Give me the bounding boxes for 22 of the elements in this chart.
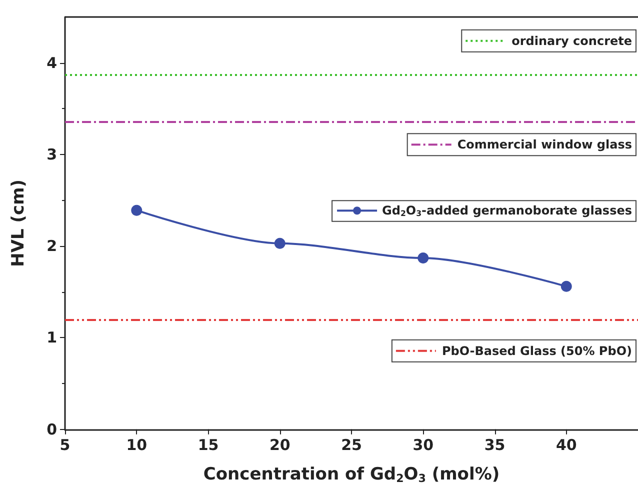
x-tick-label: 30 <box>412 436 434 454</box>
point <box>131 204 142 216</box>
y-tick-label: 3 <box>46 145 57 164</box>
x-tick-label: 5 <box>60 436 70 454</box>
x-tick-label: 35 <box>484 436 506 454</box>
x-axis-title: Concentration of Gd2O3 (mol%) <box>203 464 500 485</box>
legend-label: Commercial window glass <box>457 138 632 152</box>
y-tick-label: 1 <box>46 328 57 347</box>
point <box>418 252 429 264</box>
point <box>560 280 572 292</box>
x-tick-label: 20 <box>269 436 290 454</box>
y-axis-title: HVL (cm) <box>8 179 28 267</box>
x-tick-label: 15 <box>198 436 219 454</box>
legend-label: PbO-Based Glass (50% PbO) <box>442 344 632 358</box>
x-tick-label: 40 <box>556 436 577 454</box>
y-tick-label: 4 <box>46 54 57 72</box>
point <box>274 238 286 249</box>
y-tick-label: 0 <box>46 420 57 438</box>
x-tick-label: 10 <box>126 436 148 454</box>
x-tick-label: 25 <box>341 436 362 454</box>
y-tick-label: 2 <box>46 237 57 256</box>
legend-label: ordinary concrete <box>512 34 632 48</box>
